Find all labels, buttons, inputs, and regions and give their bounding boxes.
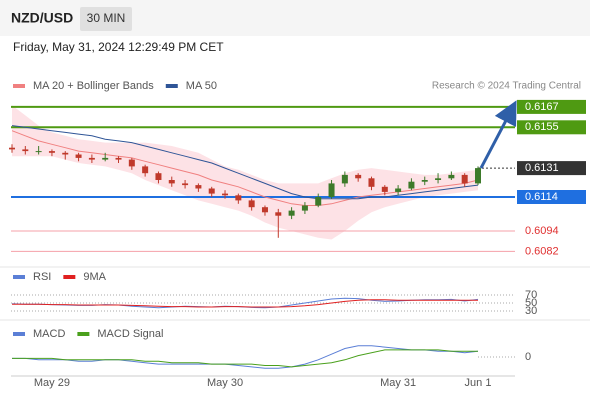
level-label: 0.6167 <box>525 101 559 113</box>
level-box <box>517 161 586 176</box>
candle-body <box>102 157 109 160</box>
legend-swatch <box>13 275 25 279</box>
candle-body <box>248 200 255 208</box>
legend-swatch <box>77 332 90 336</box>
candle-body <box>88 157 95 160</box>
candle-body <box>435 178 442 180</box>
candle-body <box>448 174 455 179</box>
datetime: Friday, May 31, 2024 12:29:49 PM CET <box>13 40 224 54</box>
candle-body <box>275 212 282 216</box>
candle-body <box>301 205 308 211</box>
legend-label: MACD <box>33 328 65 340</box>
x-tick-label: May 29 <box>34 377 70 389</box>
candle-body <box>22 149 29 152</box>
candle-body <box>461 174 468 184</box>
candle-body <box>328 183 335 197</box>
candle-body <box>155 173 162 180</box>
level-label: 0.6114 <box>525 191 558 203</box>
legend-swatch <box>165 84 178 88</box>
bollinger-band <box>12 105 478 240</box>
candle-body <box>315 197 322 206</box>
level-box <box>517 99 586 114</box>
candle-body <box>288 210 295 216</box>
candle-body <box>168 180 175 184</box>
candle-body <box>195 185 202 189</box>
y-tick-label: 70 <box>525 289 537 301</box>
timeframe-badge[interactable] <box>80 7 132 31</box>
level-label: 0.6094 <box>525 225 559 237</box>
x-tick-label: May 31 <box>380 377 416 389</box>
candle-body <box>75 154 82 158</box>
candle-body <box>35 151 42 153</box>
ma-line <box>11 125 479 200</box>
legend-label: RSI <box>33 271 51 283</box>
candle-body <box>182 183 189 186</box>
indicator-line <box>12 349 478 368</box>
y-tick-label: 30 <box>525 305 537 317</box>
candle-body <box>142 166 149 174</box>
legend-label: MA 20 + Bollinger Bands <box>33 80 154 92</box>
x-tick-label: Jun 1 <box>465 377 492 389</box>
legend-label: MACD Signal <box>97 328 163 340</box>
legend-label: 9MA <box>83 271 106 283</box>
legend-label: MA 50 <box>186 80 217 92</box>
candle-body <box>408 181 415 189</box>
candle-body <box>235 195 242 201</box>
candle-body <box>475 168 481 184</box>
candle-body <box>368 178 375 187</box>
candle-body <box>128 159 135 167</box>
credit: Research © 2024 Trading Central <box>432 81 581 92</box>
candle-body <box>48 151 55 153</box>
indicator-line <box>12 345 479 369</box>
candle-body <box>9 147 15 150</box>
level-box <box>517 190 586 204</box>
x-tick-label: May 30 <box>207 377 243 389</box>
candle-body <box>222 193 229 196</box>
indicator-line <box>12 299 478 308</box>
candle-body <box>381 186 388 192</box>
legend-swatch <box>63 275 76 279</box>
forecast-arrow <box>479 100 517 169</box>
level-label: 0.6131 <box>525 162 559 174</box>
y-tick-label: 0 <box>525 351 531 363</box>
candle-body <box>208 188 215 194</box>
level-box <box>517 120 586 135</box>
candle-body <box>421 180 428 182</box>
candle-body <box>341 174 348 184</box>
candle-body <box>395 188 402 192</box>
symbol: NZD/USD <box>11 10 73 26</box>
y-tick-label: 50 <box>525 297 537 309</box>
timeframe[interactable]: 30 MIN <box>87 11 126 25</box>
level-label: 0.6155 <box>525 121 559 133</box>
legend-swatch <box>13 84 25 88</box>
candle-body <box>62 152 69 155</box>
level-label: 0.6082 <box>525 245 559 257</box>
candle-body <box>355 174 362 179</box>
candle-body <box>115 157 122 160</box>
legend-swatch <box>13 332 25 336</box>
candle-body <box>261 207 268 213</box>
